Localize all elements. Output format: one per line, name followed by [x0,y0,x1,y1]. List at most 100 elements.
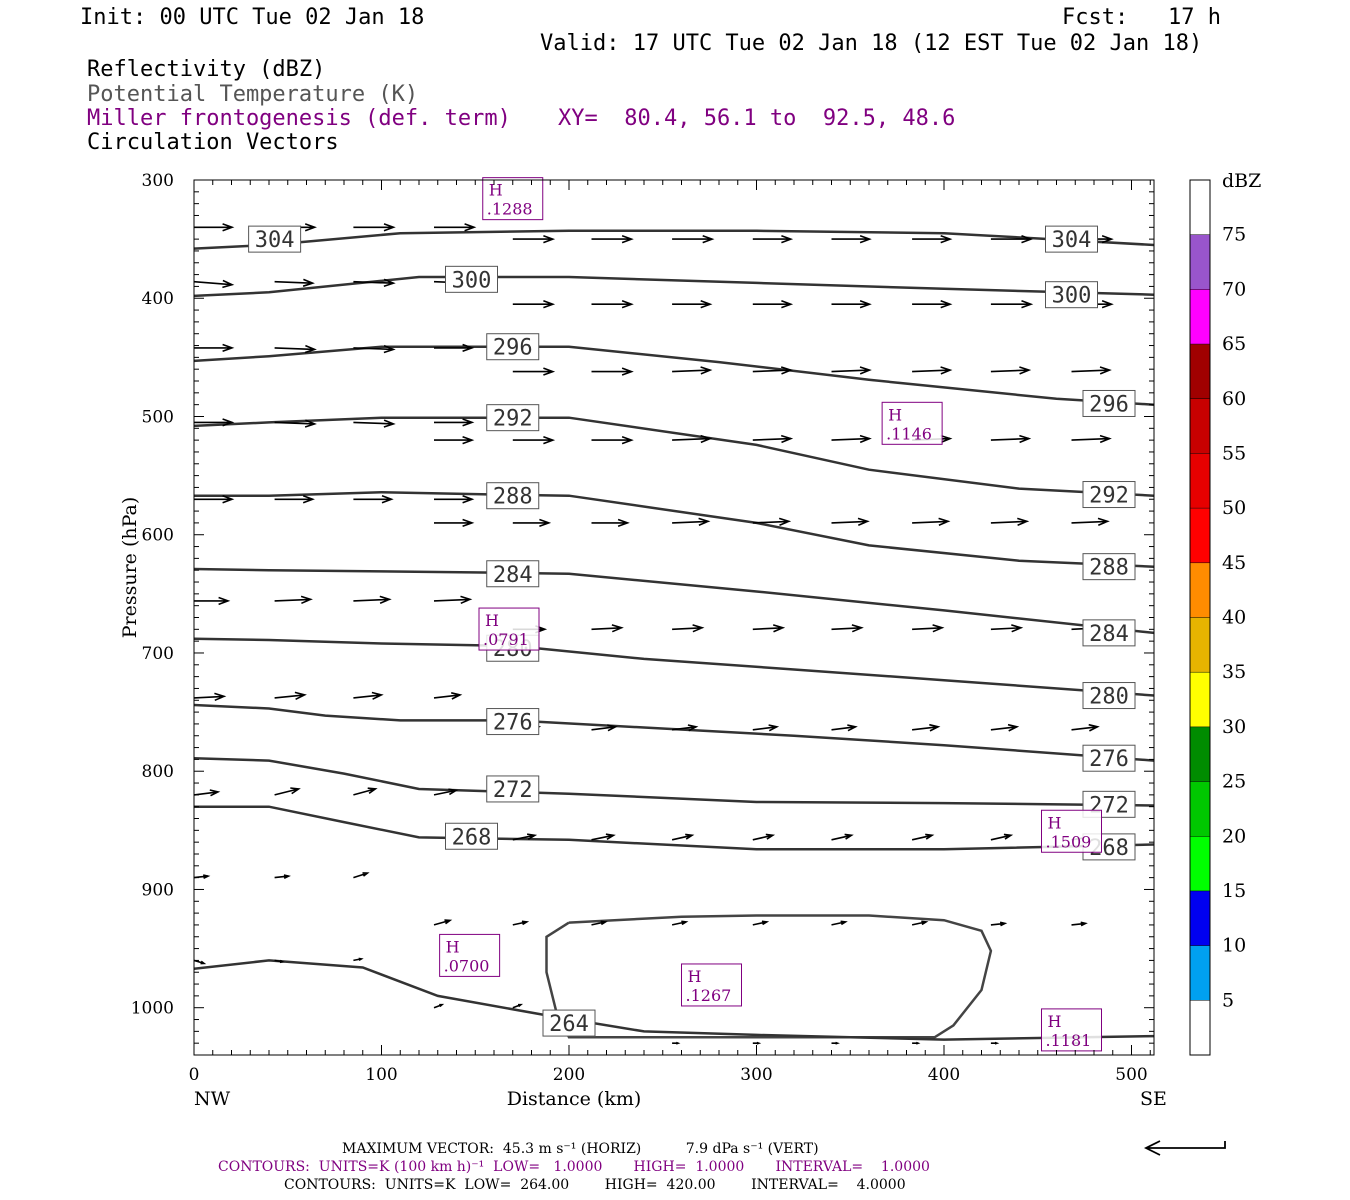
theta-label-300: 300 [1052,284,1092,309]
circulation-vector [591,920,608,926]
circulation-vector [591,518,630,528]
theta-label-box [486,775,540,803]
circulation-vector [912,517,951,526]
circulation-vector [752,920,770,926]
theta-contour-276 [194,703,1154,762]
circulation-vector [434,435,475,445]
circulation-vector [434,343,475,353]
colorbar-bin-bottom [1190,1000,1210,1055]
colorbar-title: dBZ [1222,170,1261,192]
circulation-vector [990,299,1034,309]
circulation-vector [194,495,235,504]
colorbar-bin [1190,726,1210,782]
colorbar-label: 55 [1222,442,1246,464]
frontogenesis-max-box [1041,1008,1102,1052]
frontogenesis-max-value: .1181 [1046,1031,1092,1050]
colorbar-bin [1190,398,1210,454]
x-tick-label: 300 [740,1065,772,1085]
circulation-vector [752,234,794,244]
y-tick-label: 700 [142,644,174,664]
circulation-vector [274,595,313,605]
colorbar-label: 65 [1222,333,1246,355]
circulation-vector [591,299,634,309]
theta-label-288: 288 [493,485,533,510]
valid-time: Valid: 17 UTC Tue 02 Jan 18 (12 EST Tue … [540,31,1203,56]
circulation-vector [752,624,786,633]
circulation-vector [990,517,1030,526]
theta-label-box [445,822,498,850]
x-tick-label: 0 [189,1065,200,1085]
colorbar-bin [1190,344,1210,399]
frontogenesis-max-value: .1146 [886,424,932,443]
theta-label-280: 280 [1089,685,1129,710]
circulation-vector [752,517,792,526]
x-tick-label: 500 [1115,1065,1147,1085]
theta-label-284: 284 [1089,622,1129,647]
y-tick-label: 1000 [131,999,174,1019]
circulation-vector [671,920,689,926]
max-vector-arrow [1143,1140,1226,1156]
theta-label-box [1082,481,1136,509]
theta-label-box [1082,553,1136,581]
theta-contour-284 [194,567,1154,635]
frontogenesis-max-label: H [688,967,702,986]
circulation-vector [591,833,616,841]
circulation-vector [672,434,713,444]
circulation-vector [831,724,858,732]
theta-label-268: 268 [452,825,492,850]
circulation-vector [512,367,556,376]
colorbar-label: 70 [1222,278,1246,300]
init-time: Init: 00 UTC Tue 02 Jan 18 [80,5,425,30]
theta-label-292: 292 [1089,484,1129,509]
circulation-vector [671,833,695,841]
theta-label-284: 284 [493,563,533,588]
circulation-vector [990,921,1008,927]
theta-contour-264 [194,959,1154,1041]
colorbar-label: 30 [1222,716,1246,738]
circulation-vector [831,624,864,633]
frontogenesis-max-label: H [446,937,460,956]
theta-label-272: 272 [493,778,533,803]
circulation-vector [672,366,713,375]
frontogenesis-max-box [681,963,742,1007]
theta-label-288: 288 [1089,556,1129,581]
circulation-vector [831,920,848,926]
circulation-vector [433,788,459,796]
theta-label-292: 292 [493,407,533,432]
frontogenesis-max-value: .1509 [1046,832,1092,851]
theta-label-276: 276 [493,711,533,736]
x-tick-label: 400 [928,1065,960,1085]
field-potential-temperature: Potential Temperature (K) [87,82,419,107]
circulation-vector [831,833,854,841]
circulation-vector [274,959,285,964]
frontogenesis-max-value: .1267 [686,986,732,1005]
circulation-vector [990,1041,1000,1045]
circulation-vector [512,518,552,528]
cross-section-endpoints: XY= 80.4, 56.1 to 92.5, 48.6 [558,106,956,131]
colorbar-bin [1190,945,1210,1001]
circulation-vector [194,596,231,606]
circulation-vector [911,920,929,926]
circulation-vector [591,624,624,633]
circulation-vector [591,724,618,732]
axes: 300 400 500 600 700 800 900 1000 0 100 200 300 400 50… [119,171,1167,1110]
circulation-vector [194,279,235,289]
theta-contour-268 [194,805,1154,851]
circulation-vector [990,234,1034,244]
circulation-vector [1071,921,1088,927]
theta-label-box [1082,389,1136,417]
circulation-vector [1071,434,1112,444]
colorbar-label: 5 [1222,989,1234,1011]
colorbar-label: 60 [1222,388,1246,410]
circulation-vector [194,692,227,702]
frontogenesis-max-box [439,933,501,977]
theta-label-296: 296 [1089,392,1129,417]
frontogenesis-max-label: H [489,181,503,200]
circulation-vector [912,624,945,633]
colorbar-bin [1190,453,1210,509]
colorbar-bin [1190,289,1210,345]
y-tick-label: 900 [142,880,174,900]
circulation-vector [591,234,634,244]
theta-label-box [486,404,540,432]
